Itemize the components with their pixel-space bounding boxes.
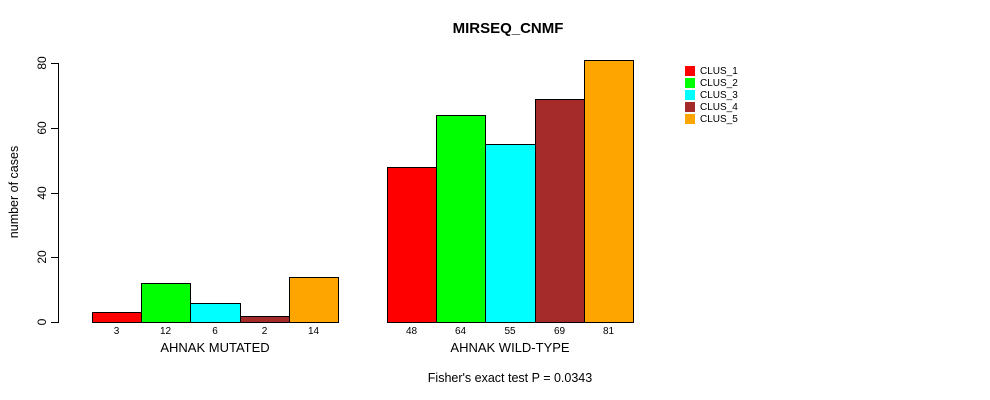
bar-value-label: 81 bbox=[602, 326, 615, 337]
legend-label: CLUS_1 bbox=[700, 65, 738, 77]
bar-CLUS_5 bbox=[584, 60, 634, 323]
annotation-fisher-test: Fisher's exact test P = 0.0343 bbox=[427, 371, 593, 385]
bar-value-label: 69 bbox=[553, 326, 566, 337]
legend-label: CLUS_4 bbox=[700, 101, 738, 113]
legend-label: CLUS_3 bbox=[700, 89, 738, 101]
bar-value-label: 14 bbox=[307, 326, 320, 337]
y-tick-label: 20 bbox=[35, 250, 49, 264]
bar-value-label: 64 bbox=[454, 326, 467, 337]
legend-item: CLUS_5 bbox=[685, 113, 738, 125]
bar-value-label: 6 bbox=[212, 326, 218, 337]
group-label: AHNAK WILD-TYPE bbox=[450, 340, 570, 355]
y-tick-label: 40 bbox=[35, 186, 49, 200]
bar-CLUS_2 bbox=[436, 115, 486, 323]
legend-item: CLUS_1 bbox=[685, 65, 738, 77]
y-tick-mark bbox=[51, 193, 58, 194]
y-axis-line bbox=[58, 63, 59, 323]
legend-swatch-CLUS_5 bbox=[685, 114, 695, 124]
group-label: AHNAK MUTATED bbox=[160, 340, 270, 355]
y-tick-label: 80 bbox=[35, 56, 49, 70]
y-tick-mark bbox=[51, 322, 58, 323]
legend: CLUS_1 CLUS_2 CLUS_3 CLUS_4 CLUS_5 bbox=[685, 65, 738, 125]
bar-CLUS_1 bbox=[92, 312, 142, 323]
bar-CLUS_1 bbox=[387, 167, 437, 323]
bar-value-label: 3 bbox=[113, 326, 120, 337]
legend-item: CLUS_2 bbox=[685, 77, 738, 89]
legend-swatch-CLUS_3 bbox=[685, 90, 695, 100]
legend-item: CLUS_4 bbox=[685, 101, 738, 113]
y-tick-label: 60 bbox=[35, 121, 49, 135]
bar-CLUS_3 bbox=[190, 303, 241, 323]
legend-label: CLUS_2 bbox=[700, 77, 738, 89]
bar-CLUS_2 bbox=[141, 283, 191, 323]
legend-item: CLUS_3 bbox=[685, 89, 738, 101]
bar-value-label: 55 bbox=[504, 326, 516, 337]
bar-CLUS_3 bbox=[485, 144, 536, 323]
legend-label: CLUS_5 bbox=[700, 113, 738, 125]
bar-value-label: 2 bbox=[261, 326, 268, 337]
chart-title: MIRSEQ_CNMF bbox=[452, 20, 564, 37]
bar-CLUS_4 bbox=[535, 99, 585, 323]
bar-CLUS_4 bbox=[240, 316, 290, 323]
legend-swatch-CLUS_1 bbox=[685, 66, 695, 76]
legend-swatch-CLUS_2 bbox=[685, 78, 695, 88]
y-tick-mark bbox=[51, 257, 58, 258]
y-tick-mark bbox=[51, 63, 58, 64]
y-axis-label: number of cases bbox=[7, 145, 21, 239]
bar-value-label: 12 bbox=[159, 326, 172, 337]
y-tick-mark bbox=[51, 128, 58, 129]
legend-swatch-CLUS_4 bbox=[685, 102, 695, 112]
bar-value-label: 48 bbox=[405, 326, 418, 337]
bar-CLUS_5 bbox=[289, 277, 339, 323]
y-tick-label: 0 bbox=[35, 318, 49, 326]
